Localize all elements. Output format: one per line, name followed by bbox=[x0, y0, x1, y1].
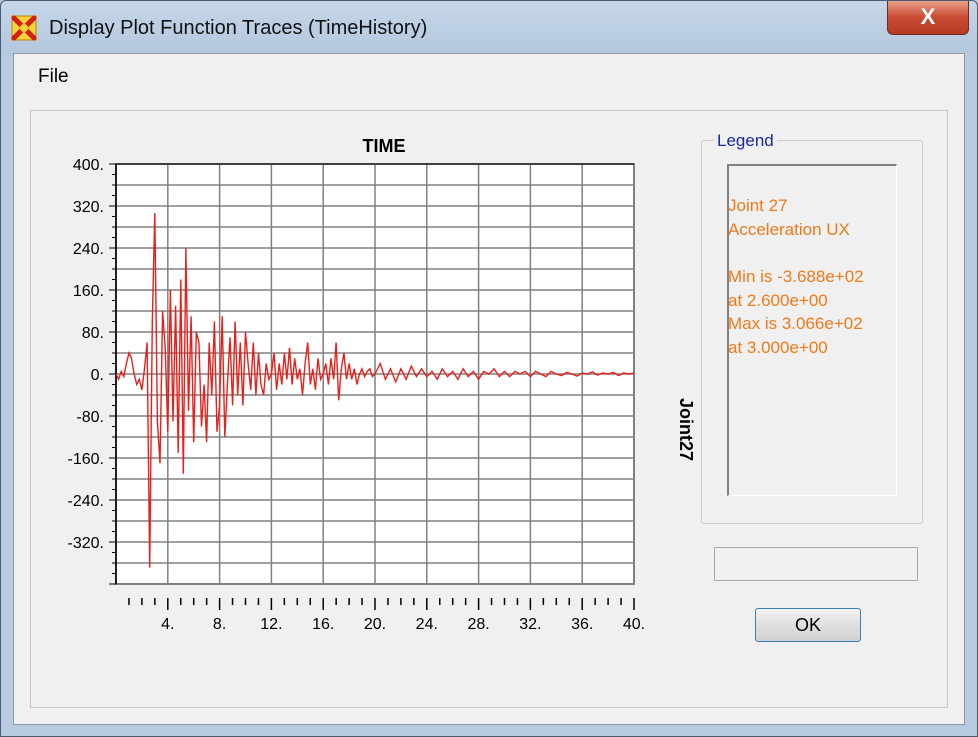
x-tick-label: 36. bbox=[571, 616, 593, 633]
window-title: Display Plot Function Traces (TimeHistor… bbox=[49, 17, 428, 39]
ok-button[interactable]: OK bbox=[755, 608, 861, 642]
menu-file[interactable]: File bbox=[38, 66, 69, 87]
x-tick-label: 8. bbox=[213, 616, 226, 633]
close-button[interactable]: X bbox=[887, 1, 969, 35]
x-tick-label: 32. bbox=[519, 616, 541, 633]
title-bar[interactable]: Display Plot Function Traces (TimeHistor… bbox=[1, 1, 977, 53]
legend-max: Max is 3.066e+02 bbox=[728, 314, 863, 333]
legend-joint: Joint 27 bbox=[728, 196, 788, 215]
y-tick-label: -320. bbox=[68, 535, 104, 552]
y-axis-label: Joint27 bbox=[676, 397, 697, 462]
y-tick-label: -80. bbox=[76, 409, 104, 426]
x-tick-label: 4. bbox=[161, 616, 174, 633]
legend-box bbox=[727, 164, 897, 496]
legend-caption: Legend bbox=[714, 131, 777, 151]
x-tick-label: 40. bbox=[623, 616, 645, 633]
legend-text: Joint 27 Acceleration UX Min is -3.688e+… bbox=[728, 194, 864, 359]
x-tick-label: 24. bbox=[416, 616, 438, 633]
x-tick-label: 16. bbox=[312, 616, 334, 633]
legend-max-at: at 3.000e+00 bbox=[728, 337, 828, 357]
legend-min: Min is -3.688e+02 bbox=[728, 267, 864, 286]
y-tick-label: 320. bbox=[73, 199, 104, 216]
y-tick-label: 160. bbox=[73, 283, 104, 300]
time-history-plot: 400. 320. 240. 160. 80. 0. -80. -160. -240. -320.… bbox=[68, 157, 646, 633]
x-tick-label: 20. bbox=[364, 616, 386, 633]
menu-bar: File bbox=[14, 54, 964, 98]
status-field bbox=[714, 547, 918, 581]
acceleration-trace bbox=[115, 212, 635, 568]
legend-min-at: at 2.600e+00 bbox=[728, 290, 828, 310]
y-tick-label: 240. bbox=[73, 241, 104, 258]
legend-quantity: Acceleration UX bbox=[728, 219, 850, 239]
x-tick-label: 28. bbox=[467, 616, 489, 633]
y-tick-label: 400. bbox=[73, 157, 104, 174]
legend-group bbox=[701, 140, 923, 524]
plot-title: TIME bbox=[362, 136, 406, 156]
app-icon bbox=[11, 15, 37, 41]
client-area: File 400. 320. 240. 160. 80. 0. -80. -160. -240.… bbox=[13, 53, 965, 725]
y-tick-label: 80. bbox=[82, 325, 104, 342]
y-tick-label: -160. bbox=[68, 451, 104, 468]
y-tick-label: -240. bbox=[68, 493, 104, 510]
y-tick-label: 0. bbox=[91, 367, 104, 384]
x-tick-label: 12. bbox=[260, 616, 282, 633]
